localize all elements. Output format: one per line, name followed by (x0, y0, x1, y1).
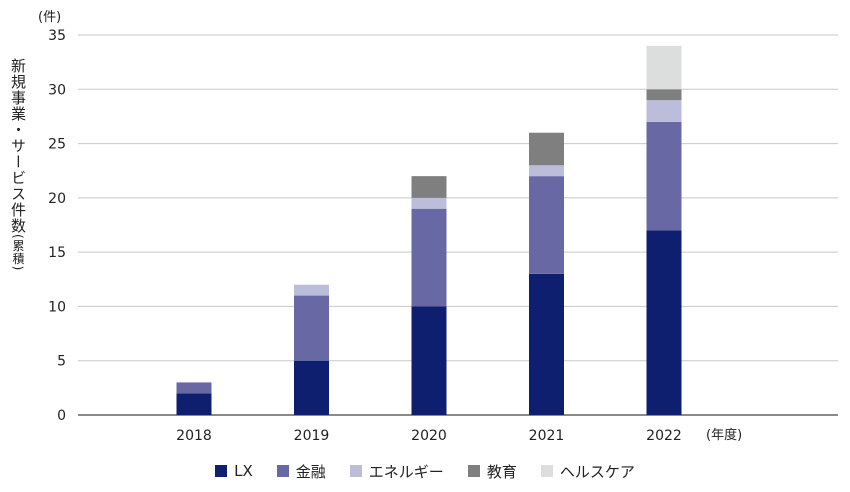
gridlines (78, 34, 838, 416)
legend-item: 金融 (276, 461, 326, 482)
bar-segment (529, 165, 564, 177)
legend-item: 教育 (467, 461, 517, 482)
bar-segment (646, 121, 682, 231)
bar-segment (294, 284, 329, 296)
x-unit-label: (年度) (706, 428, 743, 443)
y-axis-label-suffix: (累積) (11, 234, 25, 272)
y-tick-label: 35 (48, 28, 66, 44)
bar-segment (646, 230, 682, 415)
x-tick-label: 2021 (529, 428, 565, 444)
y-tick-label: 20 (48, 191, 66, 207)
legend-item: エネルギー (349, 461, 444, 482)
legend-label: LX (234, 462, 253, 480)
legend-swatch (349, 465, 362, 477)
y-tick-label: 10 (48, 299, 66, 315)
bar-segment (294, 295, 329, 361)
legend-label: ヘルスケア (559, 462, 635, 481)
legend-swatch (215, 465, 228, 477)
legend-swatch (540, 465, 553, 477)
legend-label: 金融 (295, 462, 326, 481)
y-axis-label-main: 新規事業・サービス件数 (9, 58, 27, 234)
x-tick-label: 2018 (176, 428, 212, 444)
legend-label: 教育 (486, 462, 517, 481)
y-tick-label: 15 (48, 245, 66, 261)
bar-segment (646, 45, 682, 90)
legend-item: LX (215, 462, 253, 480)
y-axis-label: 新規事業・サービス件数(累積) (6, 58, 30, 271)
bar-segment (411, 176, 447, 198)
x-tick-labels: 2018 2019 2020 2021 2022 (176, 428, 682, 444)
bar-segment (176, 393, 212, 415)
y-tick-label: 0 (57, 408, 66, 424)
bar-segment (529, 273, 564, 415)
x-tick-label: 2020 (411, 428, 447, 444)
bar-segment (646, 89, 682, 101)
legend: LX 金融 エネルギー 教育 ヘルスケア (0, 459, 850, 483)
legend-swatch (276, 465, 289, 477)
bar-segment (411, 197, 447, 209)
bars (176, 45, 682, 415)
legend-label: エネルギー (368, 462, 444, 481)
bar-segment (294, 360, 329, 415)
y-tick-label: 5 (57, 354, 66, 370)
legend-item: ヘルスケア (540, 461, 635, 482)
bar-segment (646, 100, 682, 122)
y-tick-label: 30 (48, 82, 66, 98)
y-tick-labels: 0 5 10 15 20 25 30 35 (48, 28, 66, 424)
bar-segment (529, 132, 564, 166)
bar-segment (411, 306, 447, 415)
bar-segment (411, 208, 447, 307)
legend-swatch (467, 465, 480, 477)
x-tick-label: 2019 (294, 428, 330, 444)
bar-segment (176, 382, 212, 394)
bar-segment (529, 176, 564, 274)
x-tick-label: 2022 (646, 428, 682, 444)
y-tick-label: 25 (48, 137, 66, 153)
y-unit-label: (件) (38, 10, 62, 25)
